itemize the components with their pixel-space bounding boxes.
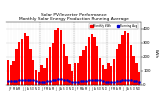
Y-axis label: kWh: kWh [153,49,157,58]
Bar [7,60,9,85]
Bar [121,35,124,85]
Bar [96,46,99,85]
Bar [32,60,34,85]
Legend: Monthly kWh, Running Avg: Monthly kWh, Running Avg [89,23,138,29]
Bar [65,56,68,85]
Bar [46,58,48,85]
Bar [60,30,62,85]
Bar [130,45,132,85]
Bar [10,65,12,85]
Bar [43,68,45,85]
Bar [63,44,65,85]
Bar [68,64,71,85]
Bar [138,72,140,85]
Bar [26,36,29,85]
Bar [110,66,112,85]
Bar [132,56,135,85]
Bar [88,37,90,85]
Title: Solar PV/Inverter Performance
Monthly Solar Energy Production Running Average: Solar PV/Inverter Performance Monthly So… [19,13,128,21]
Bar [85,46,87,85]
Bar [102,65,104,85]
Bar [99,58,101,85]
Bar [77,63,79,85]
Bar [71,71,73,85]
Bar [79,56,82,85]
Bar [15,49,18,85]
Bar [21,39,23,85]
Bar [29,49,32,85]
Bar [113,59,115,85]
Bar [40,65,43,85]
Bar [18,42,20,85]
Bar [118,44,121,85]
Bar [12,61,15,85]
Bar [35,70,37,85]
Bar [116,49,118,85]
Bar [91,34,93,85]
Bar [104,69,107,85]
Bar [107,63,110,85]
Bar [135,63,138,85]
Bar [74,63,76,85]
Bar [24,33,26,85]
Bar [52,43,54,85]
Bar [49,47,51,85]
Bar [124,31,126,85]
Bar [38,72,40,85]
Bar [57,28,60,85]
Bar [93,37,96,85]
Bar [82,50,84,85]
Bar [127,33,129,85]
Bar [54,30,57,85]
